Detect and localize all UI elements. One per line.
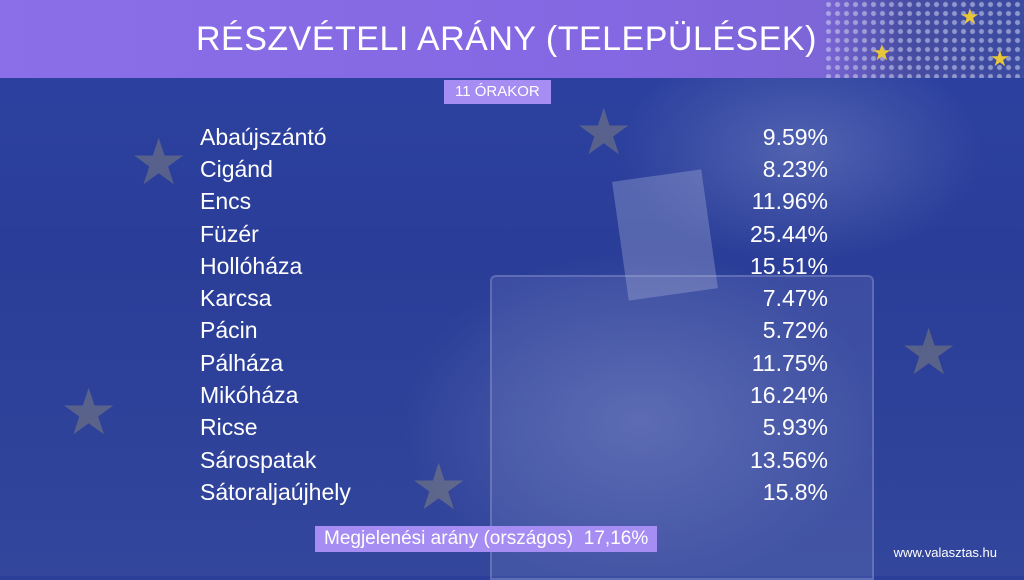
turnout-value: 13.56% (749, 446, 828, 473)
turnout-value: 16.24% (749, 382, 828, 409)
settlement-name: Füzér (200, 220, 259, 247)
turnout-value: 25.44% (749, 220, 828, 247)
eu-star-icon: ★ (130, 126, 188, 198)
settlement-name: Ricse (200, 414, 258, 441)
list-item: Encs 11.96% (200, 186, 828, 218)
list-item: Sárospatak 13.56% (200, 444, 828, 476)
settlement-name: Cigánd (200, 155, 273, 182)
source-link[interactable]: www.valasztas.hu (893, 545, 997, 560)
turnout-value: 15.8% (762, 478, 828, 505)
list-item: Karcsa 7.47% (200, 282, 828, 314)
list-item: Pácin 5.72% (200, 315, 828, 347)
eu-star-icon: ★ (900, 316, 958, 388)
settlement-name: Hollóháza (200, 252, 303, 279)
settlement-name: Encs (200, 188, 252, 215)
settlement-name: Sárospatak (200, 446, 317, 473)
eu-star-icon: ★ (872, 40, 892, 65)
eu-star-icon: ★ (960, 4, 980, 29)
eu-star-icon: ★ (575, 96, 633, 168)
turnout-value: 9.59% (762, 123, 828, 150)
title-bar: ★ ★ ★ RÉSZVÉTELI ARÁNY (TELEPÜLÉSEK) (0, 0, 1024, 78)
settlement-name: Abaújszántó (200, 123, 327, 150)
list-item: Füzér 25.44% (200, 218, 828, 250)
list-item: Hollóháza 15.51% (200, 250, 828, 282)
eu-star-icon: ★ (410, 451, 468, 523)
time-badge: 11 ÓRAKOR (444, 80, 551, 104)
national-turnout-badge: Megjelenési arány (országos) 17,16% (315, 526, 658, 552)
settlement-name: Pálháza (200, 349, 284, 376)
list-item: Cigánd 8.23% (200, 153, 828, 185)
settlement-name: Sátoraljaújhely (200, 478, 351, 505)
turnout-value: 5.72% (762, 317, 828, 344)
list-item: Abaújszántó 9.59% (200, 121, 828, 153)
list-item: Mikóháza 16.24% (200, 379, 828, 411)
list-item: Sátoraljaújhely 15.8% (200, 476, 828, 508)
settlement-name: Pácin (200, 317, 258, 344)
settlement-name: Mikóháza (200, 382, 299, 409)
turnout-value: 11.96% (751, 188, 828, 215)
eu-star-icon: ★ (60, 376, 118, 448)
page-title: RÉSZVÉTELI ARÁNY (TELEPÜLÉSEK) (196, 20, 817, 58)
turnout-value: 11.75% (751, 349, 828, 376)
turnout-value: 15.51% (749, 252, 828, 279)
title-decoration (824, 0, 1024, 78)
list-item: Pálháza 11.75% (200, 347, 828, 379)
eu-star-icon: ★ (990, 46, 1010, 71)
turnout-value: 7.47% (762, 285, 828, 312)
turnout-value: 5.93% (762, 414, 828, 441)
turnout-list: Abaújszántó 9.59% Cigánd 8.23% Encs 11.9… (200, 121, 828, 509)
turnout-value: 8.23% (762, 155, 828, 182)
list-item: Ricse 5.93% (200, 412, 828, 444)
settlement-name: Karcsa (200, 285, 272, 312)
